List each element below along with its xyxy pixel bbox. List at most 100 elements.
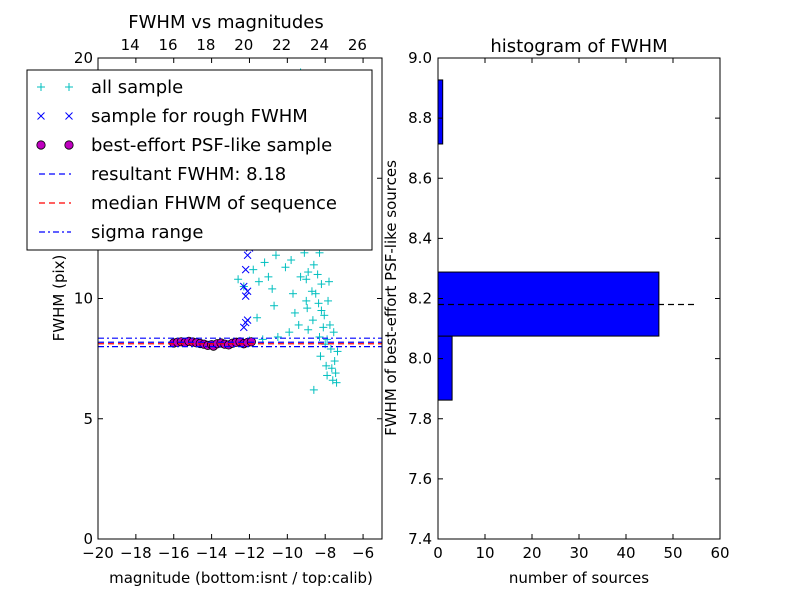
right-x-tick-label: 30 xyxy=(569,544,588,562)
right-y-tick-label: 8.2 xyxy=(408,290,432,308)
left-chart: FWHM vs magnitudes −20 −18 −16 −14 −12 −10 −8−… xyxy=(26,12,383,587)
rough-fwhm-point xyxy=(241,292,250,300)
legend-label: sigma range xyxy=(91,222,203,243)
all-sample-point xyxy=(330,357,339,366)
legend-entry: best-effort PSF-like sample xyxy=(36,135,332,156)
right-y-tick-label: 7.4 xyxy=(408,530,432,548)
left-x-axis: −20 −18 −16 −14 −12 −10 −8 −6 xyxy=(82,58,374,562)
all-sample-point xyxy=(281,263,290,272)
all-sample-point xyxy=(315,332,324,341)
legend-label: median FHWM of sequence xyxy=(91,193,337,214)
all-sample-point xyxy=(324,296,333,305)
right-y-tick-label: 8.4 xyxy=(408,229,432,247)
legend: all sample sample for rough FWHM best-effo… xyxy=(26,69,373,251)
right-x-tick-label: 20 xyxy=(522,544,541,562)
all-sample-point xyxy=(316,352,325,361)
rough-fwhm-point xyxy=(241,265,250,274)
all-sample-point xyxy=(309,385,318,394)
legend-label: sample for rough FWHM xyxy=(91,106,308,127)
right-y-tick-label: 7.8 xyxy=(408,410,432,428)
all-sample-point xyxy=(303,304,312,313)
left-x-tick-label: −10 xyxy=(272,544,304,562)
all-sample-point xyxy=(249,265,258,274)
left-x-tick-label: −18 xyxy=(120,544,152,562)
all-sample-point xyxy=(320,311,329,320)
right-x-axis-label: number of sources xyxy=(509,569,649,587)
left-top-tick-label: 24 xyxy=(310,36,329,54)
left-y-tick-label: 10 xyxy=(74,290,93,308)
all-sample-point xyxy=(323,335,332,344)
all-sample-point xyxy=(317,280,326,289)
left-x-tick-label: −8 xyxy=(314,544,336,562)
rough-fwhm-point xyxy=(239,323,248,332)
legend-entry: sigma range xyxy=(39,222,203,243)
right-y-axis: 7.4 7.6 7.8 8.0 8.2 8.4 8.6 8.8 9.0 xyxy=(408,49,720,548)
left-top-tick-label: 22 xyxy=(272,36,291,54)
legend-entry: all sample xyxy=(37,77,183,98)
all-sample-point xyxy=(326,345,335,354)
left-x-axis-label: magnitude (bottom:isnt / top:calib) xyxy=(109,569,373,587)
all-sample-point xyxy=(296,272,305,281)
all-sample-point xyxy=(333,347,342,356)
all-sample-point xyxy=(254,277,263,286)
all-sample-point xyxy=(319,323,328,332)
rough-fwhm-point xyxy=(243,251,252,260)
left-top-tick-label: 16 xyxy=(159,36,178,54)
left-x-tick-label: −6 xyxy=(352,544,374,562)
left-y-tick-label: 5 xyxy=(83,410,93,428)
all-sample-point xyxy=(323,371,332,380)
left-y-axis-label: FWHM (pix) xyxy=(50,255,68,342)
all-sample-point xyxy=(268,284,277,293)
all-sample-point xyxy=(253,313,262,322)
left-chart-title: FWHM vs magnitudes xyxy=(128,12,323,33)
all-sample-point xyxy=(311,289,320,298)
all-sample-point xyxy=(314,299,323,308)
all-sample-point xyxy=(327,364,336,373)
all-sample-point xyxy=(260,258,269,267)
legend-box xyxy=(26,69,373,251)
right-x-tick-label: 50 xyxy=(663,544,682,562)
legend-entry: resultant FWHM: 8.18 xyxy=(39,164,286,185)
rough-fwhm-point xyxy=(239,282,248,291)
right-plot-area xyxy=(437,79,697,401)
rough-fwhm-point xyxy=(243,316,252,324)
all-sample-point xyxy=(331,369,340,378)
right-chart-title: histogram of FWHM xyxy=(490,36,667,57)
all-sample-point xyxy=(309,260,318,269)
all-sample-point xyxy=(273,332,282,341)
right-x-tick-label: 0 xyxy=(433,544,443,562)
rough-fwhm-point xyxy=(243,287,252,296)
all-sample-point xyxy=(324,277,333,286)
right-y-axis-label: FWHM of best-effort PSF-like sources xyxy=(382,160,400,436)
right-x-axis: 0 10 20 30 40 50 60 xyxy=(433,58,730,562)
legend-entry: sample for rough FWHM xyxy=(37,106,308,127)
left-top-tick-label: 18 xyxy=(196,36,215,54)
all-sample-point xyxy=(308,316,317,325)
histogram-bar xyxy=(437,79,444,145)
left-top-tick-label: 20 xyxy=(234,36,253,54)
left-x-tick-label: −12 xyxy=(234,544,266,562)
all-sample-point xyxy=(290,308,299,317)
all-sample-point xyxy=(264,272,273,281)
right-x-tick-label: 40 xyxy=(616,544,635,562)
right-y-tick-label: 9.0 xyxy=(408,49,432,67)
all-sample-point xyxy=(285,328,294,337)
all-sample-point xyxy=(270,301,279,310)
all-sample-point xyxy=(234,275,243,284)
all-sample-point xyxy=(294,320,303,329)
histogram-bar xyxy=(437,335,453,401)
left-y-tick-label: 20 xyxy=(74,49,93,67)
legend-label: all sample xyxy=(91,77,183,98)
left-top-tick-label: 14 xyxy=(121,36,140,54)
right-x-tick-label: 10 xyxy=(475,544,494,562)
all-sample-point xyxy=(304,325,313,334)
legend-label: resultant FWHM: 8.18 xyxy=(91,164,286,185)
right-y-tick-label: 8.8 xyxy=(408,109,432,127)
all-sample-point xyxy=(302,275,311,284)
all-sample-point xyxy=(332,378,341,387)
left-y-tick-label: 0 xyxy=(83,530,93,548)
right-y-tick-label: 7.6 xyxy=(408,470,432,488)
all-sample-point xyxy=(271,251,280,260)
right-y-tick-label: 8.0 xyxy=(408,350,432,368)
